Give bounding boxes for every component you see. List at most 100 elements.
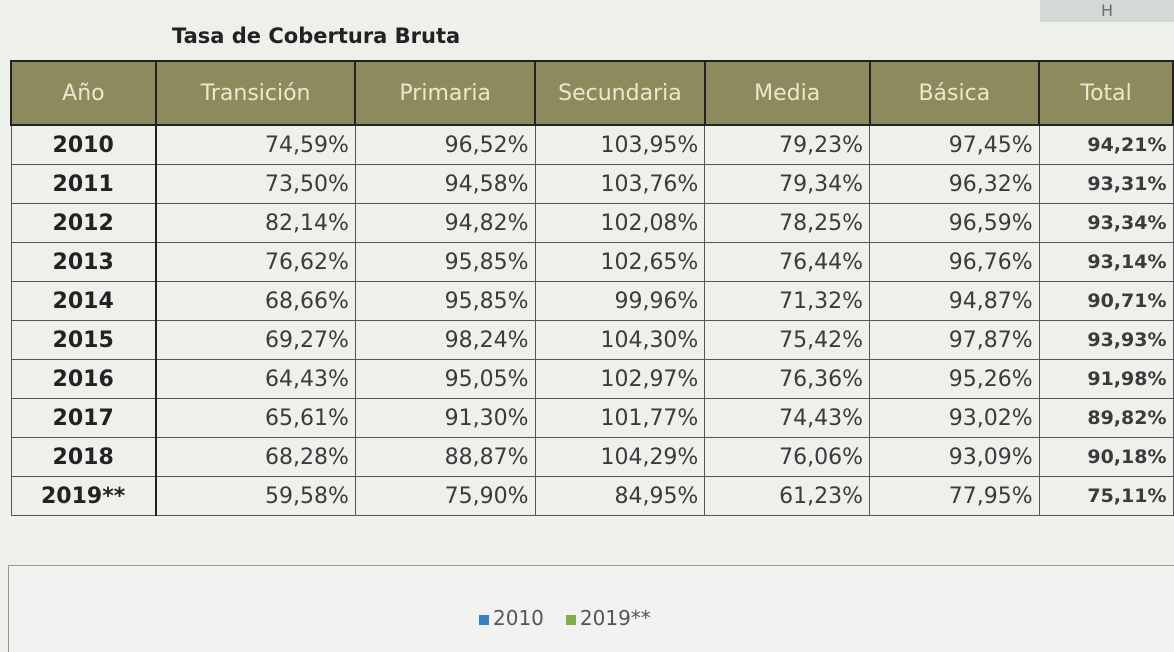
cell[interactable]: 96,52% bbox=[354, 124, 536, 165]
cell[interactable]: 74,59% bbox=[155, 124, 356, 165]
cell[interactable]: 97,45% bbox=[869, 124, 1040, 165]
cell[interactable]: 93,02% bbox=[869, 398, 1040, 438]
cell[interactable]: 103,76% bbox=[534, 164, 706, 204]
column-header: Secundaria bbox=[534, 60, 706, 126]
row: 2012 82,14% 94,82% 102,08% 78,25% 96,59% 93,34… bbox=[10, 203, 1174, 243]
cell[interactable]: 94,21% bbox=[1038, 124, 1174, 165]
cell[interactable]: 2018 bbox=[10, 437, 157, 477]
row: 2017 65,61% 91,30% 101,77% 74,43% 93,02% 89,82… bbox=[10, 398, 1174, 438]
data-table: Año Transición Primaria Secundaria Media Bási… bbox=[10, 60, 1174, 516]
cell[interactable]: 74,43% bbox=[704, 398, 870, 438]
cell[interactable]: 102,97% bbox=[534, 359, 706, 399]
cell[interactable]: 2019** bbox=[10, 476, 157, 516]
row: 2018 68,28% 88,87% 104,29% 76,06% 93,09% 90,18… bbox=[10, 437, 1174, 477]
legend-item: 2010 bbox=[479, 606, 544, 630]
cell[interactable]: 2017 bbox=[10, 398, 157, 438]
row: 2014 68,66% 95,85% 99,96% 71,32% 94,87% 90,71% bbox=[10, 281, 1174, 321]
cell[interactable]: 102,65% bbox=[534, 242, 706, 282]
cell[interactable]: 102,08% bbox=[534, 203, 706, 243]
cell[interactable]: 97,87% bbox=[869, 320, 1040, 360]
cell[interactable]: 89,82% bbox=[1038, 398, 1174, 438]
cell[interactable]: 98,24% bbox=[354, 320, 536, 360]
cell[interactable]: 95,05% bbox=[354, 359, 536, 399]
cell[interactable]: 90,71% bbox=[1038, 281, 1174, 321]
cell[interactable]: 99,96% bbox=[534, 281, 706, 321]
cell[interactable]: 94,58% bbox=[354, 164, 536, 204]
legend: 2010 2019** bbox=[479, 606, 651, 630]
cell[interactable]: 76,62% bbox=[155, 242, 356, 282]
column-header: Básica bbox=[868, 60, 1041, 126]
column-header: Media bbox=[703, 60, 871, 126]
legend-swatch bbox=[565, 615, 576, 625]
cell[interactable]: 75,11% bbox=[1038, 476, 1174, 516]
column-header: Transición bbox=[154, 60, 357, 126]
cell[interactable]: 2014 bbox=[10, 281, 157, 321]
cell[interactable]: 91,98% bbox=[1038, 359, 1174, 399]
cell[interactable]: 76,36% bbox=[704, 359, 870, 399]
row: 2016 64,43% 95,05% 102,97% 76,36% 95,26% 91,98… bbox=[10, 359, 1174, 399]
cell[interactable]: 71,32% bbox=[704, 281, 870, 321]
column-header: Año bbox=[10, 60, 157, 126]
cell[interactable]: 93,34% bbox=[1038, 203, 1174, 243]
cell[interactable]: 64,43% bbox=[155, 359, 356, 399]
chart-area[interactable]: 2010 2019** bbox=[8, 565, 1174, 652]
cell[interactable]: 79,23% bbox=[704, 124, 870, 165]
cell[interactable]: 68,66% bbox=[155, 281, 356, 321]
cell[interactable]: 61,23% bbox=[704, 476, 870, 516]
cell[interactable]: 101,77% bbox=[534, 398, 706, 438]
cell[interactable]: 95,85% bbox=[354, 242, 536, 282]
cell[interactable]: 75,42% bbox=[704, 320, 870, 360]
cell[interactable]: 2010 bbox=[10, 124, 157, 165]
cell[interactable]: 84,95% bbox=[534, 476, 706, 516]
cell[interactable]: 82,14% bbox=[155, 203, 356, 243]
table-title: Tasa de Cobertura Bruta bbox=[172, 24, 461, 48]
cell[interactable]: 2012 bbox=[10, 203, 157, 243]
cell[interactable]: 2016 bbox=[10, 359, 157, 399]
cell[interactable]: 65,61% bbox=[155, 398, 356, 438]
legend-label: 2019** bbox=[579, 606, 651, 630]
row: 2015 69,27% 98,24% 104,30% 75,42% 97,87% 93,93… bbox=[10, 320, 1174, 360]
row: 2019** 59,58% 75,90% 84,95% 61,23% 77,95% 75,1… bbox=[10, 476, 1174, 516]
cell[interactable]: 73,50% bbox=[155, 164, 356, 204]
cell[interactable]: 75,90% bbox=[354, 476, 536, 516]
legend-item: 2019** bbox=[565, 606, 651, 630]
column-header: Primaria bbox=[354, 60, 537, 126]
cell[interactable]: 59,58% bbox=[155, 476, 356, 516]
cell[interactable]: 104,30% bbox=[534, 320, 706, 360]
cell[interactable]: 94,87% bbox=[869, 281, 1040, 321]
column-header: Total bbox=[1038, 60, 1174, 126]
cell[interactable]: 77,95% bbox=[869, 476, 1040, 516]
column-letter[interactable]: H bbox=[1040, 0, 1174, 22]
cell[interactable]: 2013 bbox=[10, 242, 157, 282]
row: 2013 76,62% 95,85% 102,65% 76,44% 96,76% 93,14… bbox=[10, 242, 1174, 282]
cell[interactable]: 76,44% bbox=[704, 242, 870, 282]
cell[interactable]: 93,93% bbox=[1038, 320, 1174, 360]
header-row: Año Transición Primaria Secundaria Media Bási… bbox=[10, 60, 1174, 126]
cell[interactable]: 93,09% bbox=[869, 437, 1040, 477]
cell[interactable]: 93,14% bbox=[1038, 242, 1174, 282]
legend-label: 2010 bbox=[493, 606, 544, 630]
cell[interactable]: 68,28% bbox=[155, 437, 356, 477]
cell[interactable]: 2015 bbox=[10, 320, 157, 360]
cell[interactable]: 96,59% bbox=[869, 203, 1040, 243]
cell[interactable]: 96,32% bbox=[869, 164, 1040, 204]
cell[interactable]: 88,87% bbox=[354, 437, 536, 477]
cell[interactable]: 76,06% bbox=[704, 437, 870, 477]
cell[interactable]: 96,76% bbox=[869, 242, 1040, 282]
cell[interactable]: 103,95% bbox=[534, 124, 706, 165]
cell[interactable]: 94,82% bbox=[354, 203, 536, 243]
row: 2011 73,50% 94,58% 103,76% 79,34% 96,32% 93,31… bbox=[10, 164, 1174, 204]
cell[interactable]: 95,26% bbox=[869, 359, 1040, 399]
cell[interactable]: 69,27% bbox=[155, 320, 356, 360]
cell[interactable]: 79,34% bbox=[704, 164, 870, 204]
cell[interactable]: 93,31% bbox=[1038, 164, 1174, 204]
cell[interactable]: 90,18% bbox=[1038, 437, 1174, 477]
cell[interactable]: 104,29% bbox=[534, 437, 706, 477]
cell[interactable]: 95,85% bbox=[354, 281, 536, 321]
cell[interactable]: 78,25% bbox=[704, 203, 870, 243]
cell[interactable]: 2011 bbox=[10, 164, 157, 204]
cell[interactable]: 91,30% bbox=[354, 398, 536, 438]
legend-swatch bbox=[479, 615, 489, 625]
row: 2010 74,59% 96,52% 103,95% 79,23% 97,45% 94,21… bbox=[10, 124, 1174, 165]
